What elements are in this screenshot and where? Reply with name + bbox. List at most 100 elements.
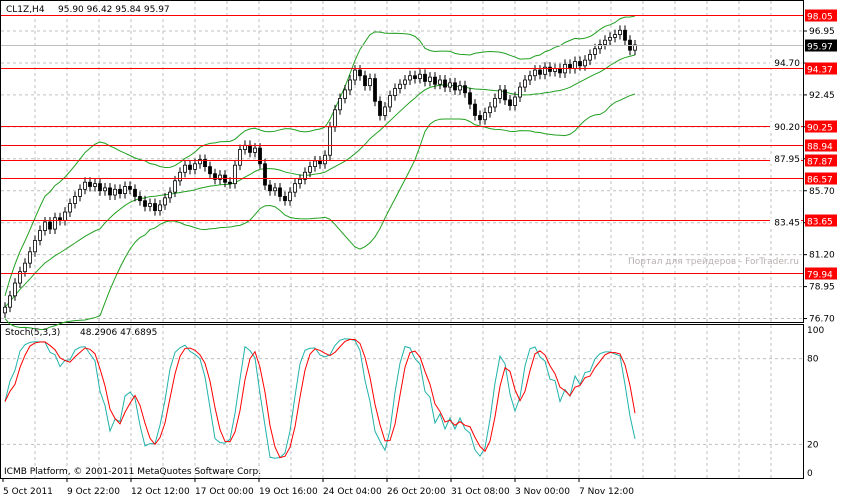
candle-body: [78, 188, 82, 197]
y-tick-label: 96.95: [809, 27, 835, 37]
candle-body: [478, 115, 482, 121]
candle-body: [178, 171, 182, 182]
candle-body: [233, 164, 237, 185]
level-label: 88.94: [807, 143, 833, 153]
candle-body: [143, 200, 147, 207]
candle-body: [293, 183, 297, 193]
candle-body: [333, 109, 337, 128]
y-tick-label: 90.20: [774, 123, 800, 133]
y-tick-label: 83.45: [774, 219, 800, 229]
x-tick-label: 19 Oct 16:00: [259, 487, 318, 497]
candle-body: [208, 166, 212, 175]
candle-body: [168, 191, 172, 199]
candle-body: [393, 88, 397, 97]
candle-body: [548, 66, 552, 72]
symbol-label: CL1Z,H4: [6, 5, 45, 15]
candle-body: [498, 89, 502, 99]
candle-body: [568, 63, 572, 70]
main-panel-border: [0, 0, 804, 323]
candle-body: [88, 181, 92, 187]
candle-body: [433, 76, 437, 85]
candle-body: [113, 188, 117, 196]
candle-body: [173, 180, 177, 193]
level-label-bg: [805, 139, 837, 152]
candle-body: [598, 44, 602, 50]
level-label-bg: [805, 9, 837, 22]
y-tick-label-bg: [770, 217, 801, 228]
candle-body: [423, 73, 427, 82]
x-tick-label: 17 Oct 00:00: [195, 487, 254, 497]
y-tick-label: 92.45: [809, 91, 835, 101]
candle-body: [138, 196, 142, 202]
candle-body: [428, 76, 432, 82]
candle-body: [148, 203, 152, 207]
candle-body: [153, 203, 157, 212]
candle-body: [593, 48, 597, 55]
candle-body: [513, 96, 517, 106]
stoch-values: 48.2906 47.6895: [80, 328, 157, 338]
watermark: Портал для трейдеров - ForTrader.ru: [628, 257, 799, 267]
y-tick-label: 81.20: [809, 251, 835, 261]
candle-body: [623, 29, 627, 41]
candle-body: [583, 59, 587, 67]
candle-body: [228, 181, 232, 185]
x-tick-label: 9 Oct 22:00: [67, 487, 120, 497]
bollinger-upper-band: [4, 15, 636, 296]
candle-body: [248, 144, 252, 153]
candle-body: [448, 82, 452, 88]
x-tick-label: 5 Oct 2011: [3, 487, 53, 497]
candle-body: [133, 188, 137, 197]
level-label: 98.05: [807, 13, 833, 23]
candle-body: [183, 164, 187, 173]
candle-body: [608, 36, 612, 41]
candle-body: [23, 262, 27, 273]
level-label-bg: [805, 120, 837, 133]
candle-body: [128, 186, 132, 190]
candle-body: [268, 184, 272, 192]
candle-body: [468, 92, 472, 105]
candle-body: [283, 196, 287, 202]
level-label: 86.57: [807, 176, 833, 186]
candle-body: [313, 160, 317, 168]
candle-body: [13, 282, 17, 297]
header-bg: [2, 2, 172, 14]
y-tick-label: 85.70: [809, 187, 835, 197]
candle-body: [68, 203, 72, 213]
candle-body: [318, 160, 322, 165]
candle-body: [378, 100, 382, 116]
level-label-bg: [805, 172, 837, 185]
x-tick-label: 24 Oct 04:00: [323, 487, 382, 497]
candle-body: [328, 126, 332, 156]
candle-body: [198, 159, 202, 165]
candle-body: [288, 191, 292, 202]
candle-body: [258, 147, 262, 165]
candle-body: [633, 44, 637, 51]
level-label: 90.25: [807, 124, 833, 134]
candle-body: [158, 204, 162, 212]
candle-body: [473, 103, 477, 116]
candle-body: [28, 251, 32, 264]
candle-body: [463, 85, 467, 94]
candle-body: [533, 69, 537, 77]
candle-body: [203, 159, 207, 168]
candle-body: [518, 86, 522, 98]
candle-body: [33, 240, 37, 253]
candle-body: [253, 147, 257, 153]
level-label-bg: [805, 214, 837, 227]
stoch-y-tick-label: 20: [807, 440, 819, 450]
footer-copyright: ICMB Platform, © 2001-2011 MetaQuotes So…: [4, 467, 261, 477]
candle-body: [413, 75, 417, 79]
candle-body: [403, 79, 407, 85]
candle-body: [358, 69, 362, 77]
candle-body: [368, 78, 372, 87]
y-tick-label: 76.70: [809, 315, 835, 325]
candle-body: [603, 39, 607, 45]
y-tick-label-bg: [770, 153, 801, 164]
candle-body: [278, 187, 282, 197]
candle-body: [438, 79, 442, 85]
candle-body: [458, 85, 462, 91]
candle-body: [338, 98, 342, 111]
candle-body: [573, 61, 577, 70]
